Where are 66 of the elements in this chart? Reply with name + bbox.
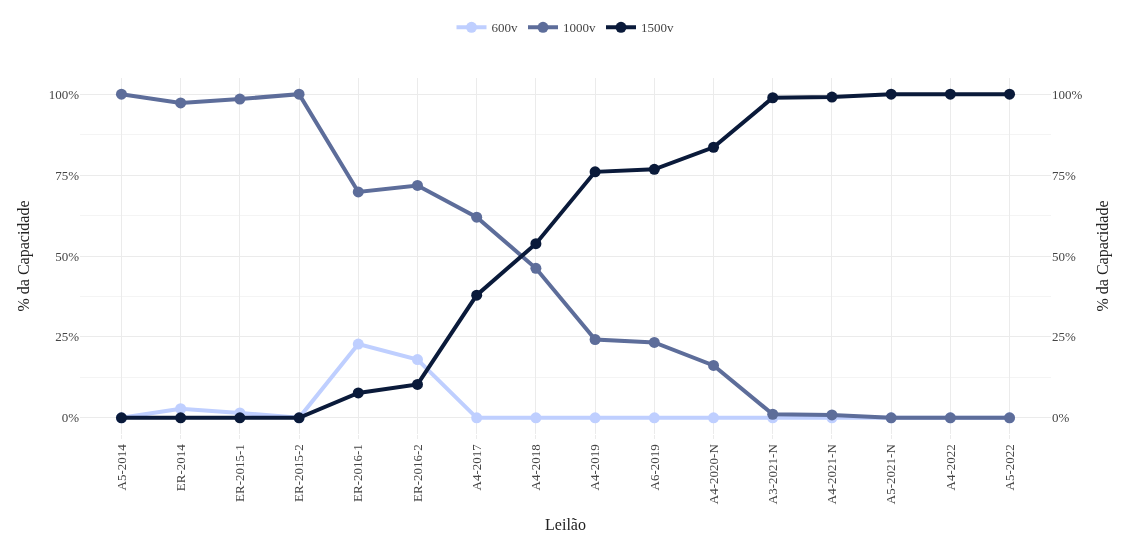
point (648, 412, 660, 424)
x-tick-label: ER-2015-1 (232, 444, 248, 502)
y-tick-label: 50% (55, 248, 80, 264)
y2-tick-label: 100% (1052, 86, 1083, 102)
point (471, 289, 483, 301)
x-tick-label: A5-2014 (113, 443, 129, 491)
point (530, 238, 542, 250)
x-axis-title: Leilão (545, 515, 586, 533)
x-tick-label: A4-2021-N (824, 443, 840, 505)
x-tick-label: A6-2019 (646, 444, 662, 491)
point (708, 141, 720, 153)
x-tick-label: ER-2016-1 (350, 444, 366, 502)
point (944, 88, 956, 100)
point (589, 412, 601, 424)
x-tick-label: ER-2014 (172, 443, 188, 492)
x-tick-label: A3-2021-N (764, 443, 780, 505)
y-tick-label: 0% (61, 410, 80, 426)
point (115, 88, 127, 100)
point (411, 179, 423, 191)
point (589, 334, 601, 345)
y2-tick-label: 75% (1052, 167, 1076, 183)
y2-tick-label: 0% (1052, 410, 1070, 426)
point (175, 412, 187, 424)
point (411, 354, 423, 366)
point (175, 97, 187, 109)
point (471, 211, 483, 223)
x-tick-label: A4-2018 (528, 444, 544, 491)
legend-label: 600v (491, 20, 518, 36)
x-tick-label: A5-2021-N (883, 443, 899, 505)
y-tick-label: 25% (55, 329, 80, 345)
point (411, 378, 423, 390)
point (352, 387, 364, 399)
point (471, 412, 483, 424)
x-tick-label: ER-2016-2 (409, 444, 425, 502)
point (352, 186, 364, 198)
x-tick-label: A4-2022 (942, 444, 958, 491)
point (826, 91, 838, 103)
point (767, 92, 779, 104)
point (234, 412, 246, 424)
y-axis-title: % da Capacidade (14, 200, 33, 312)
y-tick-label: 100% (48, 86, 80, 102)
point (708, 412, 720, 424)
point (648, 336, 660, 348)
legend-label: 1000v (563, 20, 596, 36)
x-tick-label: A4-2019 (587, 444, 603, 491)
point (1004, 88, 1016, 100)
x-tick-label: A4-2020-N (705, 443, 721, 505)
point (767, 408, 779, 420)
point (589, 166, 601, 178)
x-tick-label: A5-2022 (1001, 444, 1017, 491)
x-tick-label: A4-2017 (468, 443, 484, 491)
point (530, 412, 542, 424)
point (708, 359, 720, 371)
point (530, 262, 542, 274)
point (648, 163, 660, 175)
y2-tick-label: 25% (1052, 329, 1076, 345)
point (885, 88, 897, 100)
y-tick-label: 75% (55, 167, 80, 183)
x-tick-label: ER-2015-2 (291, 444, 307, 502)
point (175, 403, 187, 415)
point (293, 88, 305, 100)
point (234, 93, 246, 105)
legend-label: 1500v (641, 20, 674, 36)
y2-axis-title: % da Capacidade (1094, 200, 1113, 312)
y2-tick-label: 50% (1052, 248, 1076, 264)
point (352, 338, 364, 350)
